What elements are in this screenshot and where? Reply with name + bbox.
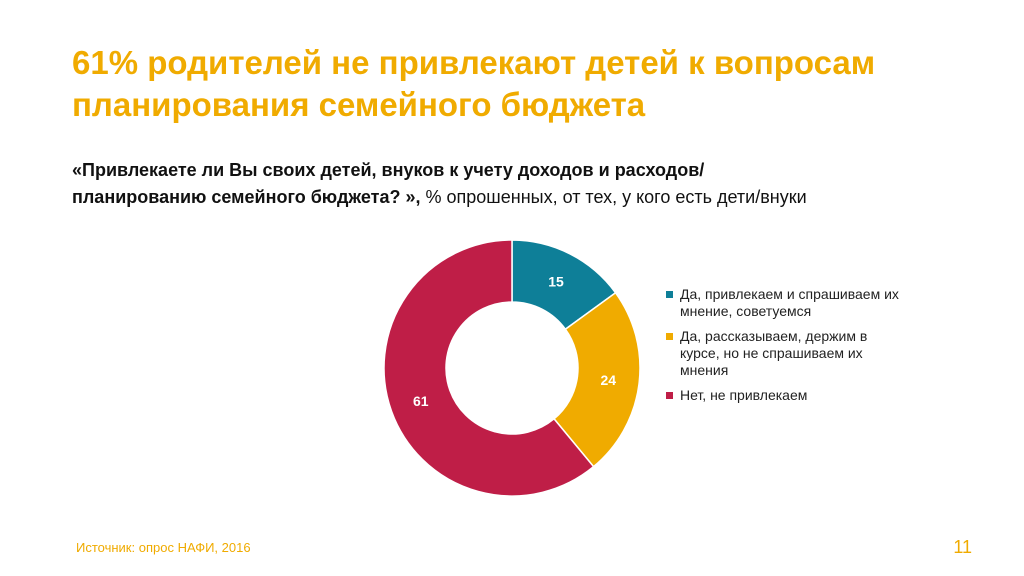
question-note: % опрошенных, от тех, у кого есть дети/в… <box>420 187 807 207</box>
question-line-2: планированию семейного бюджета? », <box>72 187 421 207</box>
slice-value-label-2: 24 <box>600 372 616 388</box>
legend-label-1: Да, привлекаем и спрашиваем их мнение, с… <box>680 286 899 319</box>
legend-swatch-1 <box>666 291 673 298</box>
chart-legend: Да, привлекаем и спрашиваем их мнение, с… <box>666 286 906 412</box>
donut-slice-3 <box>383 239 595 497</box>
title-line-1: 61% родителей не привлекают детей к вопр… <box>72 44 876 81</box>
legend-item-3: Нет, не привлекаем <box>666 387 906 404</box>
source-note: Источник: опрос НАФИ, 2016 <box>76 540 251 555</box>
legend-swatch-2 <box>666 333 673 340</box>
legend-item-1: Да, привлекаем и спрашиваем их мнение, с… <box>666 286 906 320</box>
legend-item-2: Да, рассказываем, держим в курсе, но не … <box>666 328 906 379</box>
legend-swatch-3 <box>666 392 673 399</box>
legend-label-2: Да, рассказываем, держим в курсе, но не … <box>680 328 868 378</box>
slice-value-label-3: 61 <box>413 393 429 409</box>
donut-slice-2 <box>553 291 641 468</box>
slice-value-label-1: 15 <box>548 274 564 290</box>
title-line-2: планирования семейного бюджета <box>72 86 646 123</box>
legend-label-3: Нет, не привлекаем <box>680 387 808 403</box>
donut-chart: 15 24 61 <box>383 239 641 497</box>
page-number: 11 <box>953 537 972 557</box>
survey-question: «Привлекаете ли Вы своих детей, внуков к… <box>72 157 1002 211</box>
question-line-1: «Привлекаете ли Вы своих детей, внуков к… <box>72 160 705 180</box>
page-title: 61% родителей не привлекают детей к вопр… <box>72 42 992 126</box>
